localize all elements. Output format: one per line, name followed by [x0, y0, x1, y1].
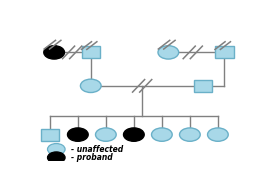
- Circle shape: [68, 128, 88, 141]
- Circle shape: [48, 144, 65, 155]
- Bar: [41, 129, 59, 140]
- Bar: [194, 80, 212, 92]
- Text: - proband: - proband: [71, 153, 113, 162]
- Bar: [82, 47, 100, 58]
- Circle shape: [208, 128, 228, 141]
- Circle shape: [80, 79, 101, 92]
- Circle shape: [158, 46, 179, 59]
- Circle shape: [123, 128, 144, 141]
- Circle shape: [48, 152, 65, 163]
- Text: - unaffected: - unaffected: [71, 145, 124, 154]
- Circle shape: [96, 128, 116, 141]
- Circle shape: [44, 46, 64, 59]
- Circle shape: [152, 128, 172, 141]
- Circle shape: [180, 128, 200, 141]
- Bar: [215, 47, 234, 58]
